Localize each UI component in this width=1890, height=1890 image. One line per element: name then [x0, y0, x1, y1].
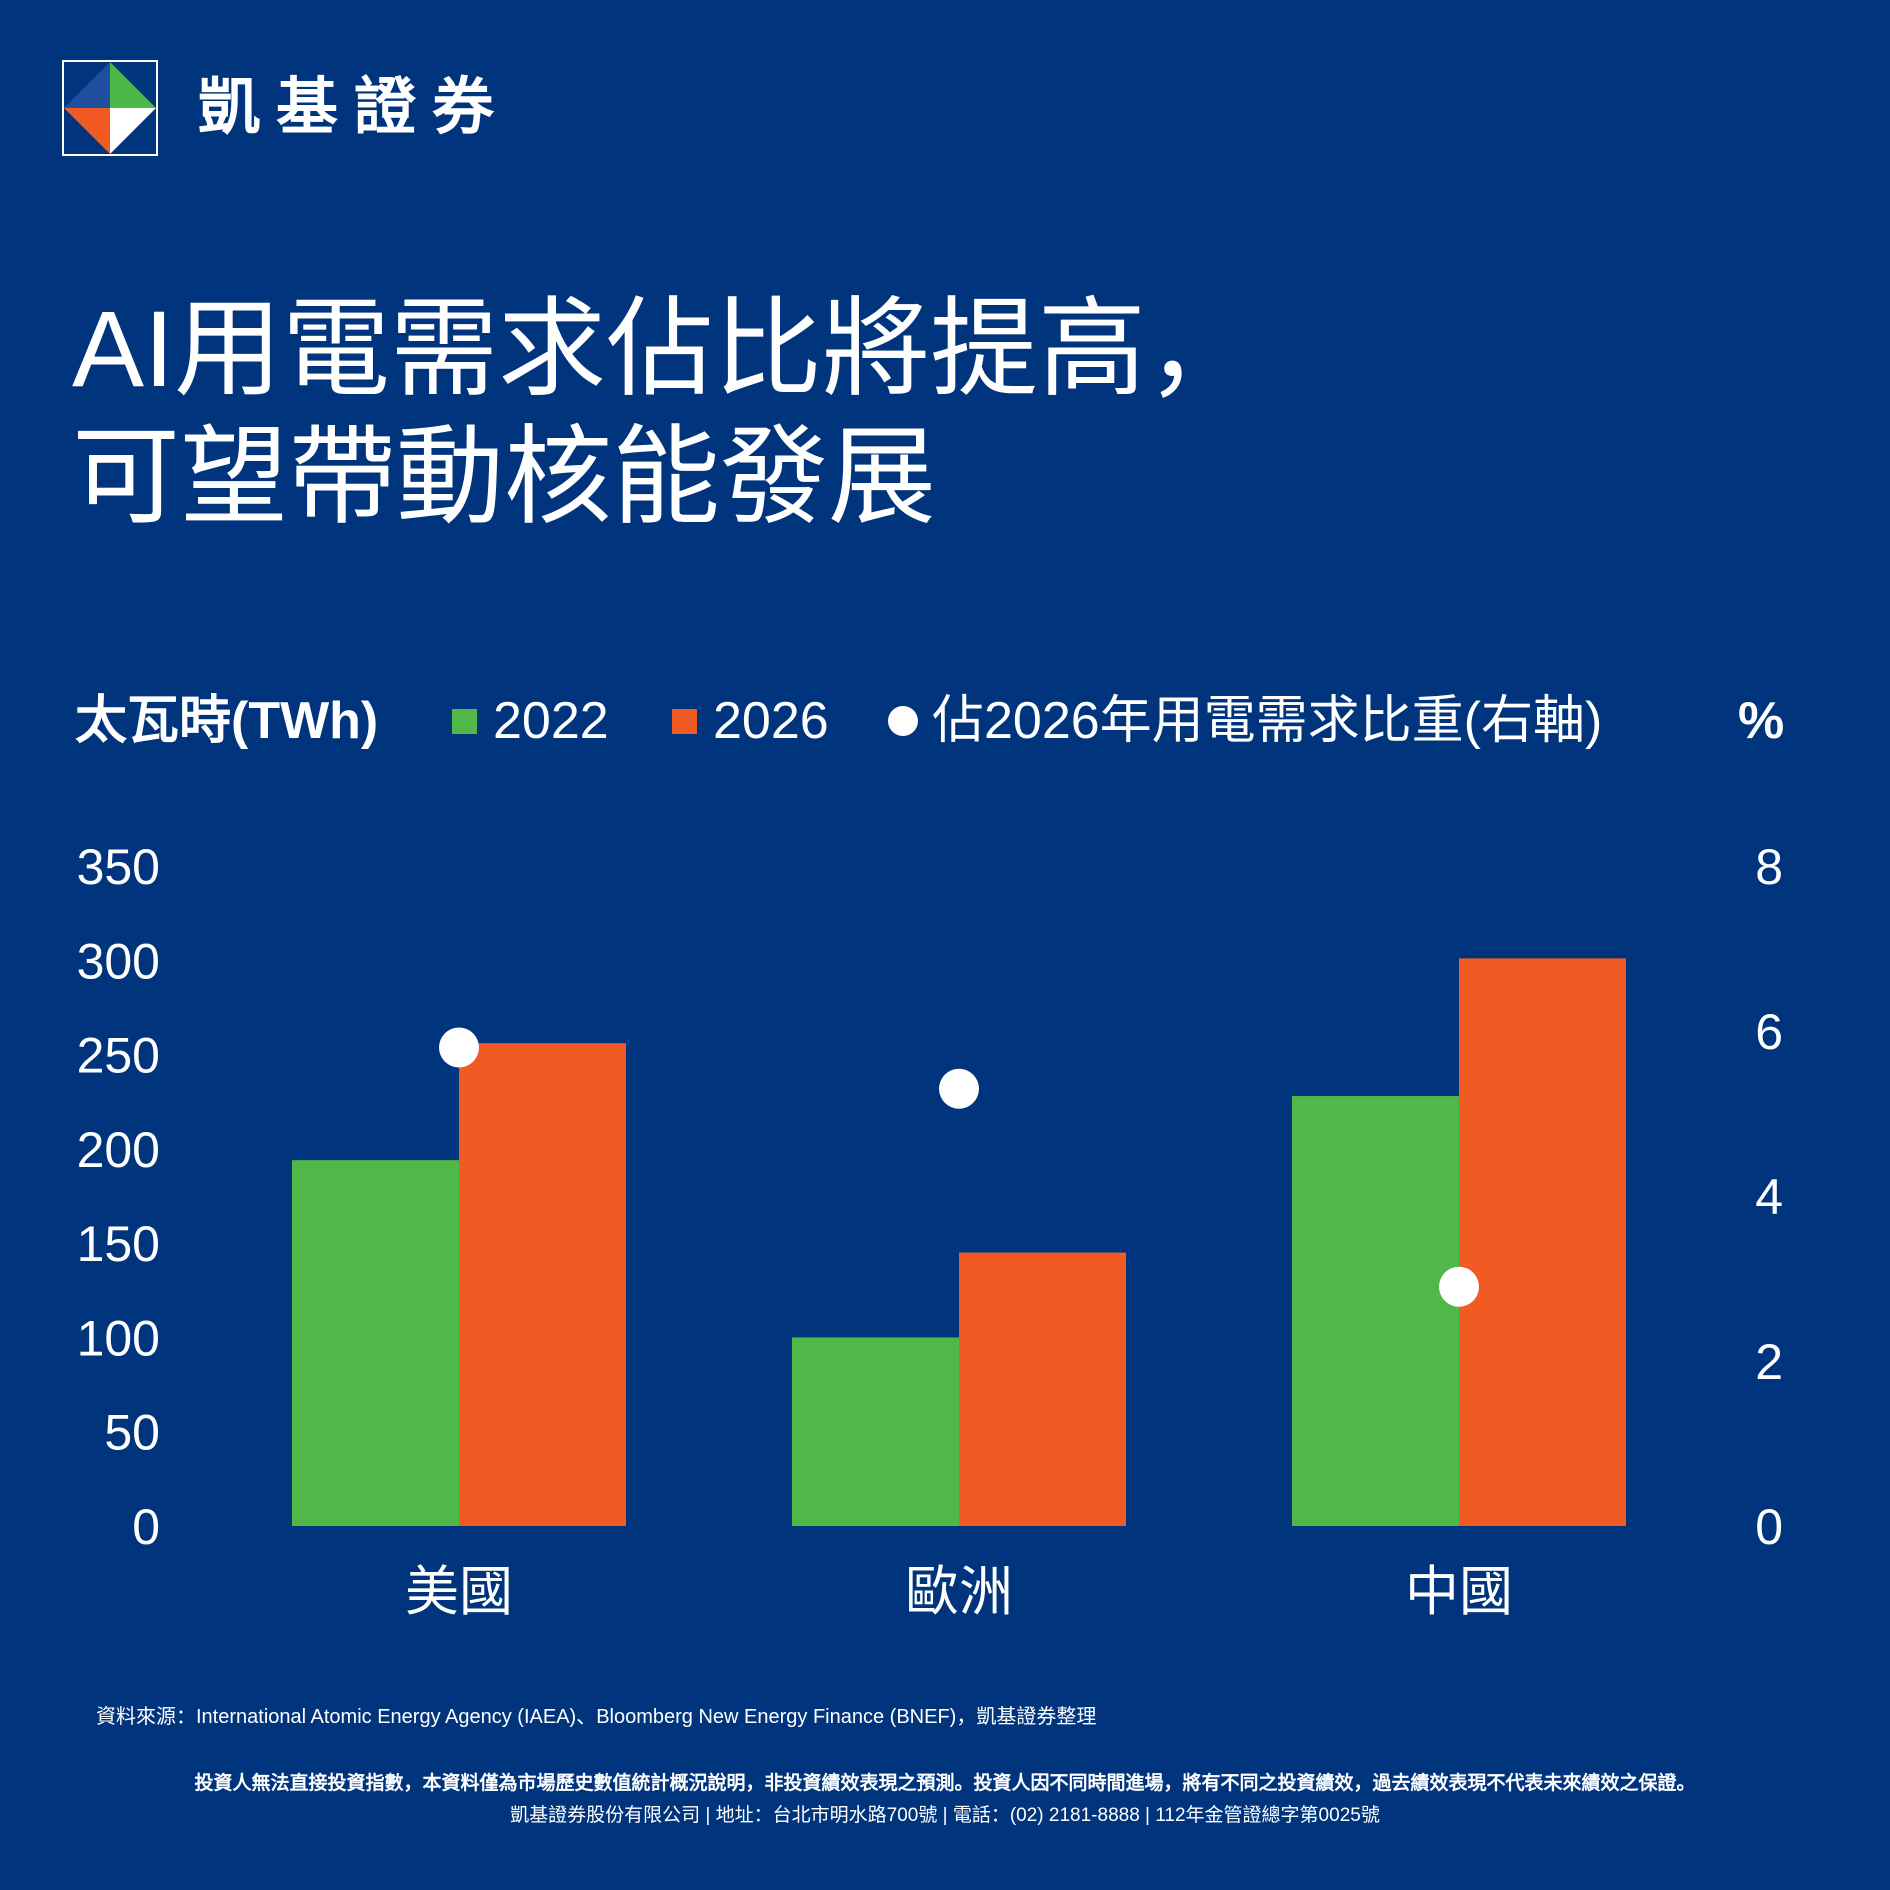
disclaimer-text: 投資人無法直接投資指數，本資料僅為市場歷史數值統計概況說明，非投資績效表現之預測…: [194, 1773, 1696, 1794]
bar-2022-2: [1292, 1096, 1459, 1526]
y2-tick-label: 6: [1755, 1004, 1783, 1060]
bar-2026-0: [459, 1043, 626, 1526]
x-category-label: 歐洲: [905, 1562, 1013, 1622]
legend-swatch-2026: [672, 708, 697, 734]
legend-item-share: 佔2026年用電需求比重(右軸): [888, 686, 1602, 756]
legend-dot-share: [888, 706, 918, 736]
diamond-logo-icon: [62, 60, 158, 156]
title-line-2: 可望帶動核能發展: [72, 416, 937, 537]
y-tick-label: 0: [132, 1499, 160, 1555]
share-point: [1439, 1266, 1479, 1307]
share-point: [439, 1027, 479, 1068]
brand-name: 凱基證券: [198, 73, 511, 142]
bar-2026-2: [1459, 958, 1626, 1526]
y-tick-label: 300: [77, 933, 160, 989]
share-point: [939, 1068, 979, 1109]
y-tick-label: 350: [77, 839, 160, 895]
y-tick-label: 250: [77, 1028, 160, 1084]
legend-item-2026: 2026: [672, 686, 829, 756]
legend-label-2022: 2022: [493, 692, 609, 750]
legend-swatch-2022: [452, 708, 477, 734]
bar-2022-1: [792, 1337, 959, 1526]
bar-2026-1: [959, 1252, 1126, 1526]
y2-tick-label: 0: [1755, 1499, 1783, 1555]
y-tick-label: 50: [104, 1405, 160, 1461]
y-tick-label: 100: [77, 1310, 160, 1366]
x-category-label: 美國: [405, 1562, 513, 1622]
company-info: 凱基證券股份有限公司 | 地址：台北市明水路700號 | 電話：(02) 218…: [510, 1805, 1380, 1826]
right-axis-unit: %: [1738, 692, 1785, 750]
source-note: 資料來源：International Atomic Energy Agency …: [96, 1706, 1097, 1728]
chart-legend: 太瓦時(TWh) 2022 2026 佔2026年用電需求比重(右軸) %: [0, 686, 1890, 756]
bar-2022-0: [292, 1160, 459, 1526]
y2-tick-label: 8: [1755, 839, 1783, 895]
y2-tick-label: 2: [1755, 1334, 1783, 1390]
legend-label-share: 佔2026年用電需求比重(右軸): [932, 692, 1603, 750]
legend-label-2026: 2026: [713, 692, 829, 750]
page-title: AI用電需求佔比將提高， 可望帶動核能發展: [72, 285, 1254, 541]
brand-header: 凱基證券: [62, 60, 510, 156]
y-tick-label: 150: [77, 1216, 160, 1272]
y-tick-label: 200: [77, 1122, 160, 1178]
y2-tick-label: 4: [1755, 1169, 1783, 1225]
left-axis-unit: 太瓦時(TWh): [75, 692, 379, 750]
title-line-1: AI用電需求佔比將提高，: [72, 288, 1255, 409]
legend-item-2022: 2022: [452, 686, 609, 756]
x-category-label: 中國: [1405, 1562, 1513, 1622]
